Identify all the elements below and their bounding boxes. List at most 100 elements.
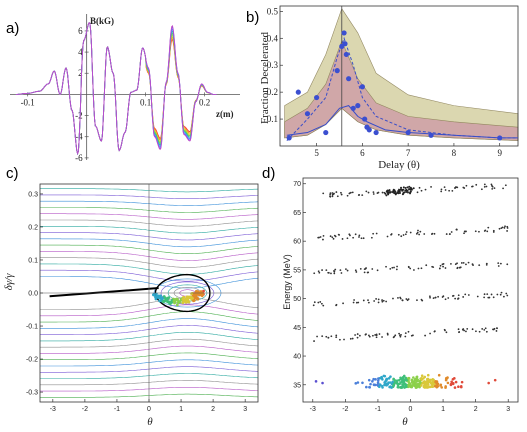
panel-d-band-point <box>404 332 407 334</box>
panel-d-band-point <box>432 297 435 300</box>
panel-d-cluster-point <box>459 385 463 389</box>
panel-d-cluster-point <box>376 383 379 387</box>
panel-d-band-point <box>444 298 447 301</box>
panel-d-cluster-point <box>454 380 458 384</box>
panel-d-ytick-label: 55 <box>293 267 301 274</box>
panel-d-band-point <box>497 262 500 265</box>
panel-d-band-point <box>417 267 420 270</box>
panel-d-band-point <box>445 233 448 235</box>
panel-d-band-point <box>329 195 332 198</box>
panel-d-ytick-label: 45 <box>293 325 301 332</box>
panel-d-band-point <box>462 296 465 298</box>
panel-d-band-point <box>454 297 457 300</box>
panel-d-band-point <box>313 340 315 342</box>
panel-d-band-point <box>450 231 453 233</box>
panel-b-data-point <box>343 51 349 58</box>
panel-d-cluster-point <box>436 383 439 387</box>
panel-d-band-point <box>405 190 408 193</box>
panel-d-band-point <box>492 229 495 232</box>
panel-b-xtick-label: 5 <box>314 148 319 158</box>
panel-d-band-point <box>506 227 509 229</box>
panel-c-ytick-label: -0.1 <box>26 324 38 331</box>
panel-b-data-point <box>497 135 503 141</box>
panel-c-particle <box>202 289 205 293</box>
panel-d-band-point <box>340 272 343 274</box>
panel-d-cluster-point <box>402 380 406 384</box>
panel-d-band-point <box>363 268 366 271</box>
panel-d-band-point <box>424 334 427 337</box>
panel-d-cluster-point <box>432 382 436 386</box>
panel-d-band-point <box>330 272 332 275</box>
panel-d-band-point <box>404 233 407 236</box>
panel-d-band-point <box>478 264 481 267</box>
panel-d-band-point <box>322 234 325 237</box>
panel-c-xtick-label: 3 <box>243 406 247 413</box>
panel-d-band-point <box>331 192 334 194</box>
panel-d-band-point <box>485 185 488 188</box>
panel-d-band-point <box>388 189 391 192</box>
panel-d-band-point <box>356 333 359 335</box>
panel-d-cluster-point <box>374 378 377 381</box>
panel-d-cluster-point <box>401 384 405 388</box>
panel-d-band-point <box>483 230 486 232</box>
panel-d-band-point <box>420 189 423 192</box>
panel-d-cluster-point <box>392 382 396 386</box>
panel-d-band-point <box>502 187 504 190</box>
panel-d-band-point <box>385 194 388 197</box>
panel-d-band-point <box>464 293 467 296</box>
panel-d-ytick-label: 40 <box>293 354 301 361</box>
panel-d-band-point <box>362 299 365 302</box>
panel-d-band-point <box>478 230 480 233</box>
panel-d-band-point <box>457 328 460 331</box>
panel-d-xtick-label: 1 <box>441 406 445 413</box>
panel-c-ytick-label: 0.3 <box>28 191 38 198</box>
panel-d-band-point <box>372 232 375 235</box>
panel-d-band-point <box>400 235 403 238</box>
panel-d-band-point <box>341 238 344 240</box>
panel-d-band-point <box>322 192 325 195</box>
panel-d-band-point <box>407 265 410 268</box>
panel-d-band-point <box>358 334 361 337</box>
panel-d-band-point <box>416 191 419 194</box>
panel-d-band-point <box>313 301 316 304</box>
panel-d-band-point <box>461 328 464 331</box>
panel-d-band-point <box>450 262 452 265</box>
panel-d-band-point <box>402 192 405 195</box>
panel-d-band-point <box>410 334 413 337</box>
panel-c-particle <box>182 295 186 299</box>
panel-c-particle <box>192 299 195 303</box>
panel-c-xtick-label: 2 <box>211 406 215 413</box>
panel-a-xtick-label: -0.1 <box>21 97 35 107</box>
panel-d-band-point <box>395 268 398 271</box>
panel-d-band-point <box>441 296 444 298</box>
panel-d-band-point <box>391 266 394 269</box>
panel-c-particle <box>165 298 169 302</box>
panel-c-particle <box>189 295 193 299</box>
panel-d-band-point <box>386 235 389 238</box>
panel-d-band-point <box>500 291 503 294</box>
panel-b-frame <box>279 5 519 147</box>
panel-d-band-point <box>485 330 488 333</box>
panel-d-cluster-point <box>388 381 392 384</box>
panel-d-band-point <box>333 192 335 195</box>
panel-b-data-point <box>350 105 356 111</box>
panel-d-band-point <box>331 236 334 239</box>
panel-d-cluster-point <box>399 376 402 380</box>
panel-d-cluster-point <box>368 385 371 389</box>
panel-b-data-point <box>304 111 311 117</box>
panel-d-band-point <box>455 228 458 231</box>
panel-d-band-point <box>382 299 385 302</box>
panel-d-cluster-point <box>408 382 412 385</box>
panel-d-cluster-point <box>395 379 399 383</box>
panel-d-band-point <box>351 337 354 340</box>
panel-d-band-point <box>330 335 333 338</box>
panel-d-band-point <box>408 185 411 188</box>
panel-d-band-point <box>484 327 487 330</box>
panel-d-band-point <box>466 327 469 330</box>
panel-d-band-point <box>335 191 338 193</box>
panel-d-band-point <box>318 271 321 274</box>
panel-c-xtick-label: 1 <box>179 406 183 413</box>
panel-d-band-point <box>398 332 400 335</box>
panel-d-band-point <box>458 331 461 333</box>
